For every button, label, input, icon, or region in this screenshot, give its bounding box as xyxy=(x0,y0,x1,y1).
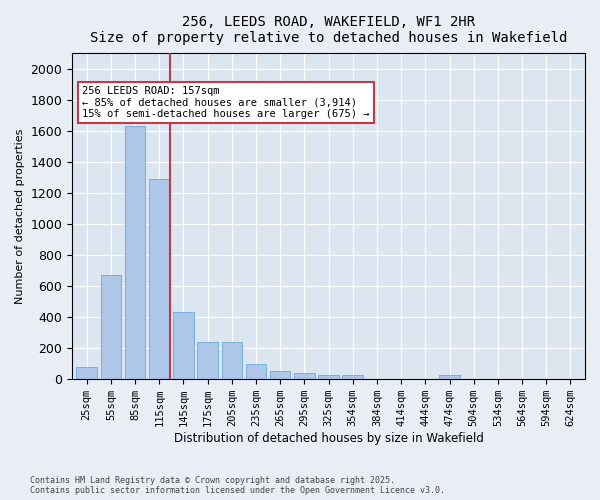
Bar xyxy=(439,374,460,379)
Bar xyxy=(246,364,266,379)
Bar xyxy=(197,342,218,379)
Bar xyxy=(270,370,290,379)
Bar xyxy=(294,373,314,379)
Bar xyxy=(149,179,170,379)
Text: 256 LEEDS ROAD: 157sqm
← 85% of detached houses are smaller (3,914)
15% of semi-: 256 LEEDS ROAD: 157sqm ← 85% of detached… xyxy=(82,86,370,119)
Text: Contains HM Land Registry data © Crown copyright and database right 2025.
Contai: Contains HM Land Registry data © Crown c… xyxy=(30,476,445,495)
Title: 256, LEEDS ROAD, WAKEFIELD, WF1 2HR
Size of property relative to detached houses: 256, LEEDS ROAD, WAKEFIELD, WF1 2HR Size… xyxy=(90,15,567,45)
Bar xyxy=(318,374,339,379)
Bar xyxy=(125,126,145,379)
Bar xyxy=(101,275,121,379)
Bar xyxy=(76,367,97,379)
Bar xyxy=(221,342,242,379)
Bar xyxy=(173,312,194,379)
Y-axis label: Number of detached properties: Number of detached properties xyxy=(15,128,25,304)
X-axis label: Distribution of detached houses by size in Wakefield: Distribution of detached houses by size … xyxy=(173,432,484,445)
Bar xyxy=(343,376,363,379)
